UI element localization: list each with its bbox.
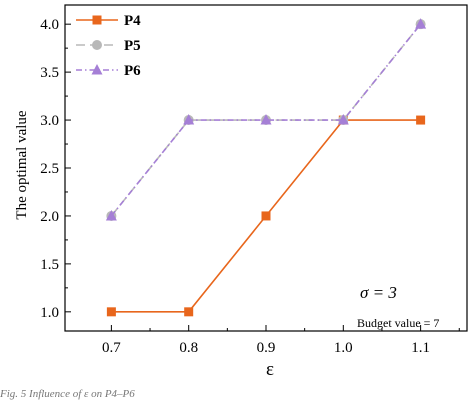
data-point-p4 [106, 307, 116, 317]
legend-marker-p6 [91, 64, 103, 75]
data-point-p4 [184, 307, 194, 317]
legend-marker-p4 [92, 15, 102, 25]
y-tick-label: 4.0 [40, 17, 59, 33]
data-point-p6 [105, 209, 117, 221]
y-tick-label: 2.0 [40, 209, 59, 225]
data-point-p6 [415, 18, 427, 29]
y-tick-label: 3.5 [40, 65, 59, 81]
x-tick-label: 0.7 [102, 340, 121, 356]
x-axis-title: ε [266, 359, 274, 380]
y-tick-label: 1.5 [40, 257, 59, 273]
series-layer [105, 18, 427, 317]
legend-marker-p5 [92, 40, 102, 50]
x-tick-label: 0.8 [179, 340, 198, 356]
legend: P4 P5 P6 [76, 13, 141, 79]
data-point-p6 [183, 114, 195, 125]
data-point-p6 [260, 114, 272, 125]
data-point-p6 [337, 114, 349, 125]
legend-label-p4: P4 [124, 13, 141, 29]
series-p6 [105, 18, 427, 221]
y-tick-label: 1.0 [40, 305, 59, 321]
legend-label-p6: P6 [124, 63, 141, 79]
y-tick-label: 3.0 [40, 113, 59, 129]
y-axis-title: The optimal value [14, 110, 30, 219]
x-tick-label: 1.0 [334, 340, 353, 356]
budget-annotation: Budget value = 7 [357, 316, 439, 330]
legend-item-p4: P4 [76, 13, 141, 29]
x-tick-label: 0.9 [257, 340, 276, 356]
legend-item-p6: P6 [76, 63, 141, 79]
y-tick-label: 2.5 [40, 161, 59, 177]
data-point-p4 [261, 211, 271, 221]
sigma-annotation: σ = 3 [360, 283, 397, 302]
legend-label-p5: P5 [124, 38, 141, 54]
data-point-p4 [416, 115, 426, 125]
figure-caption: Fig. 5 Influence of ε on P4–P6 [0, 388, 135, 400]
x-tick-label: 1.1 [411, 340, 430, 356]
ticks-layer: 0.7 0.8 0.9 1.0 1.1 1.0 1.5 2.0 2.5 3.0 3.5 4.0 [40, 17, 460, 356]
legend-item-p5: P5 [76, 38, 141, 54]
series-line-p6 [110, 23, 422, 217]
